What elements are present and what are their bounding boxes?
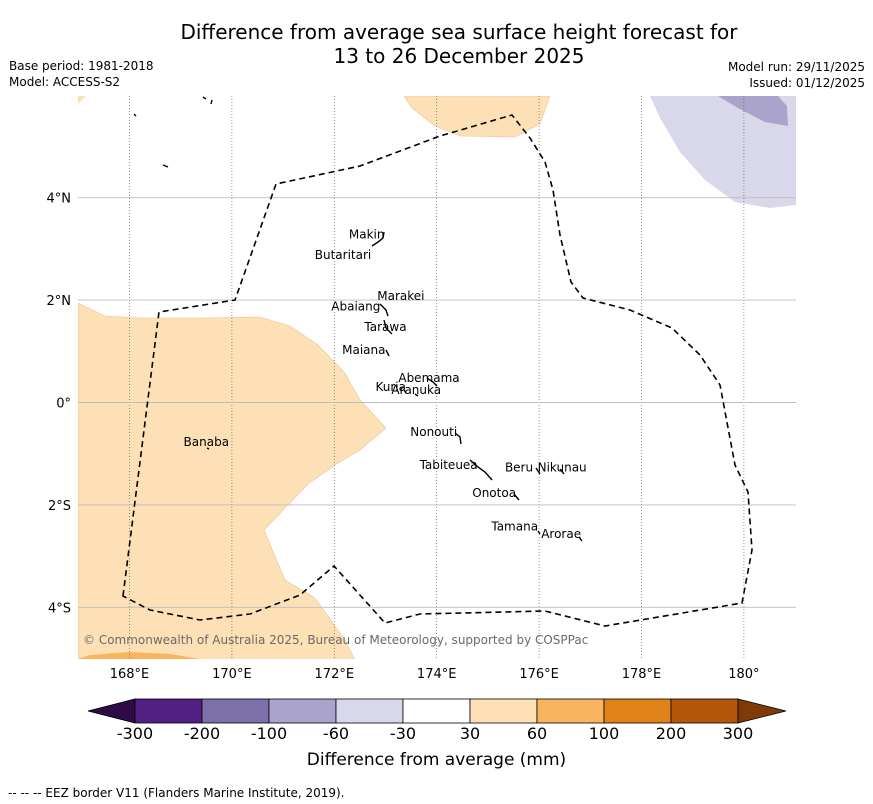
base-period: Base period: 1981-2018 bbox=[9, 59, 154, 73]
lon-tick-label: 168°E bbox=[110, 667, 150, 682]
anomaly-positive-north bbox=[403, 96, 551, 138]
colorbar-tick-label: -60 bbox=[322, 724, 350, 743]
island-shape-onotoa bbox=[513, 493, 520, 501]
lat-tick-label: 0° bbox=[56, 397, 71, 412]
island-shape-butaritari bbox=[371, 231, 385, 247]
island-label-kuria: Kuria bbox=[375, 380, 406, 394]
colorbar-segment bbox=[603, 698, 672, 724]
colorbar-tick-label: 100 bbox=[588, 724, 620, 743]
lon-tick-label: 172°E bbox=[315, 667, 355, 682]
island-label-makin: Makin bbox=[349, 228, 385, 242]
island-label-aranuka: Aranuka bbox=[391, 383, 441, 397]
lon-tick-label: 178°E bbox=[622, 667, 662, 682]
lon-tick-label: 174°E bbox=[417, 667, 457, 682]
island-label-arorae: Arorae bbox=[541, 527, 581, 541]
eez-border bbox=[122, 114, 753, 627]
island-outlines bbox=[133, 96, 583, 542]
island-shape-marshall-4 bbox=[162, 164, 169, 168]
island-shape-tamana bbox=[537, 530, 541, 535]
anomaly-high-southwest bbox=[78, 652, 200, 659]
island-label-nonouti: Nonouti bbox=[410, 425, 457, 439]
model-run: Model run: 29/11/2025 bbox=[727, 60, 865, 74]
island-label-tamana: Tamana bbox=[490, 520, 538, 534]
colorbar-tick-label: -200 bbox=[183, 724, 221, 743]
island-label-marakei: Marakei bbox=[377, 289, 424, 303]
island-label-butaritari: Butaritari bbox=[315, 248, 372, 262]
colorbar-tick-label: -300 bbox=[116, 724, 154, 743]
island-shape-banaba bbox=[206, 447, 210, 450]
island-shape-abemama bbox=[426, 377, 438, 387]
lat-tick-label: 4°S bbox=[48, 601, 71, 616]
copyright-text: © Commonwealth of Australia 2025, Bureau… bbox=[83, 633, 588, 647]
island-shape-nikunau bbox=[559, 468, 565, 475]
colorbar-extend-high bbox=[737, 698, 787, 724]
island-shape-tabiteuea bbox=[469, 459, 493, 481]
anomaly-negative-northeast bbox=[650, 96, 796, 208]
island-label-tarawa: Tarawa bbox=[363, 320, 406, 334]
page-title: Difference from average sea surface heig… bbox=[0, 20, 873, 68]
colorbar-tick-label: -30 bbox=[389, 724, 417, 743]
colorbar-segment bbox=[670, 698, 739, 724]
lon-tick-label: 176°E bbox=[519, 667, 559, 682]
island-label-abaiang: Abaiang bbox=[331, 299, 380, 313]
colorbar-segment bbox=[134, 698, 203, 724]
anomaly-positive-west bbox=[78, 302, 387, 659]
island-label-tabiteuea: Tabiteuea bbox=[419, 458, 478, 472]
colorbar-tick-label: 200 bbox=[655, 724, 687, 743]
lat-tick-label: 2°S bbox=[48, 499, 71, 514]
island-shape-marshall-1 bbox=[202, 96, 207, 100]
lat-tick-label: 2°N bbox=[47, 294, 72, 309]
eez-footnote: -- -- -- EEZ border V11 (Flanders Marine… bbox=[8, 786, 345, 800]
lon-tick-label: 170°E bbox=[212, 667, 252, 682]
meta-right: Model run: 29/11/2025 Issued: 01/12/2025 bbox=[728, 59, 865, 91]
island-shape-nonouti bbox=[454, 432, 462, 445]
colorbar-tick-label: 300 bbox=[722, 724, 754, 743]
title-line-2: 13 to 26 December 2025 bbox=[333, 44, 585, 68]
colorbar-tick-label: 60 bbox=[526, 724, 548, 743]
island-label-abemama: Abemama bbox=[398, 371, 459, 385]
island-label-beru: Beru bbox=[505, 461, 533, 475]
island-shape-tarawa bbox=[383, 319, 393, 335]
colorbar-tick-label: 30 bbox=[459, 724, 481, 743]
map-gridlines bbox=[78, 96, 796, 659]
lon-tick-label: 180° bbox=[728, 667, 759, 682]
colorbar-extend-low bbox=[87, 698, 136, 724]
colorbar-segment bbox=[469, 698, 538, 724]
model-name: Model: ACCESS-S2 bbox=[9, 75, 121, 89]
island-shape-beru bbox=[535, 467, 541, 475]
lat-tick-label: 4°N bbox=[47, 192, 72, 207]
title-line-1: Difference from average sea surface heig… bbox=[180, 20, 738, 44]
colorbar bbox=[87, 698, 787, 724]
island-label-nikunau: Nikunau bbox=[538, 461, 587, 475]
island-shape-marshall-3 bbox=[133, 113, 137, 117]
anomaly-negative-northeast-core bbox=[718, 96, 788, 126]
colorbar-segment bbox=[536, 698, 605, 724]
island-shape-kuria bbox=[403, 389, 407, 394]
colorbar-segment bbox=[402, 698, 471, 724]
colorbar-tick-label: -100 bbox=[250, 724, 288, 743]
colorbar-segment bbox=[268, 698, 337, 724]
meta-left: Base period: 1981-2018 Model: ACCESS-S2 bbox=[9, 58, 154, 90]
island-shape-marshall-2 bbox=[210, 99, 213, 105]
island-label-banaba: Banaba bbox=[184, 435, 230, 449]
colorbar-title: Difference from average (mm) bbox=[306, 750, 567, 770]
island-label-onotoa: Onotoa bbox=[472, 486, 516, 500]
anomaly-positive-nw-corner bbox=[78, 96, 86, 104]
island-shape-maiana bbox=[385, 349, 390, 357]
island-shape-arorae bbox=[578, 536, 583, 542]
colorbar-segment bbox=[335, 698, 404, 724]
island-shape-abaiang bbox=[379, 303, 389, 317]
island-shape-aranuka bbox=[414, 393, 419, 397]
island-label-maiana: Maiana bbox=[342, 343, 385, 357]
axis-labels: 168°E 170°E 172°E 174°E 176°E 178°E 180° 4°N 2°N… bbox=[47, 192, 760, 682]
issued-date: Issued: 01/12/2025 bbox=[749, 76, 865, 90]
colorbar-segment bbox=[201, 698, 270, 724]
